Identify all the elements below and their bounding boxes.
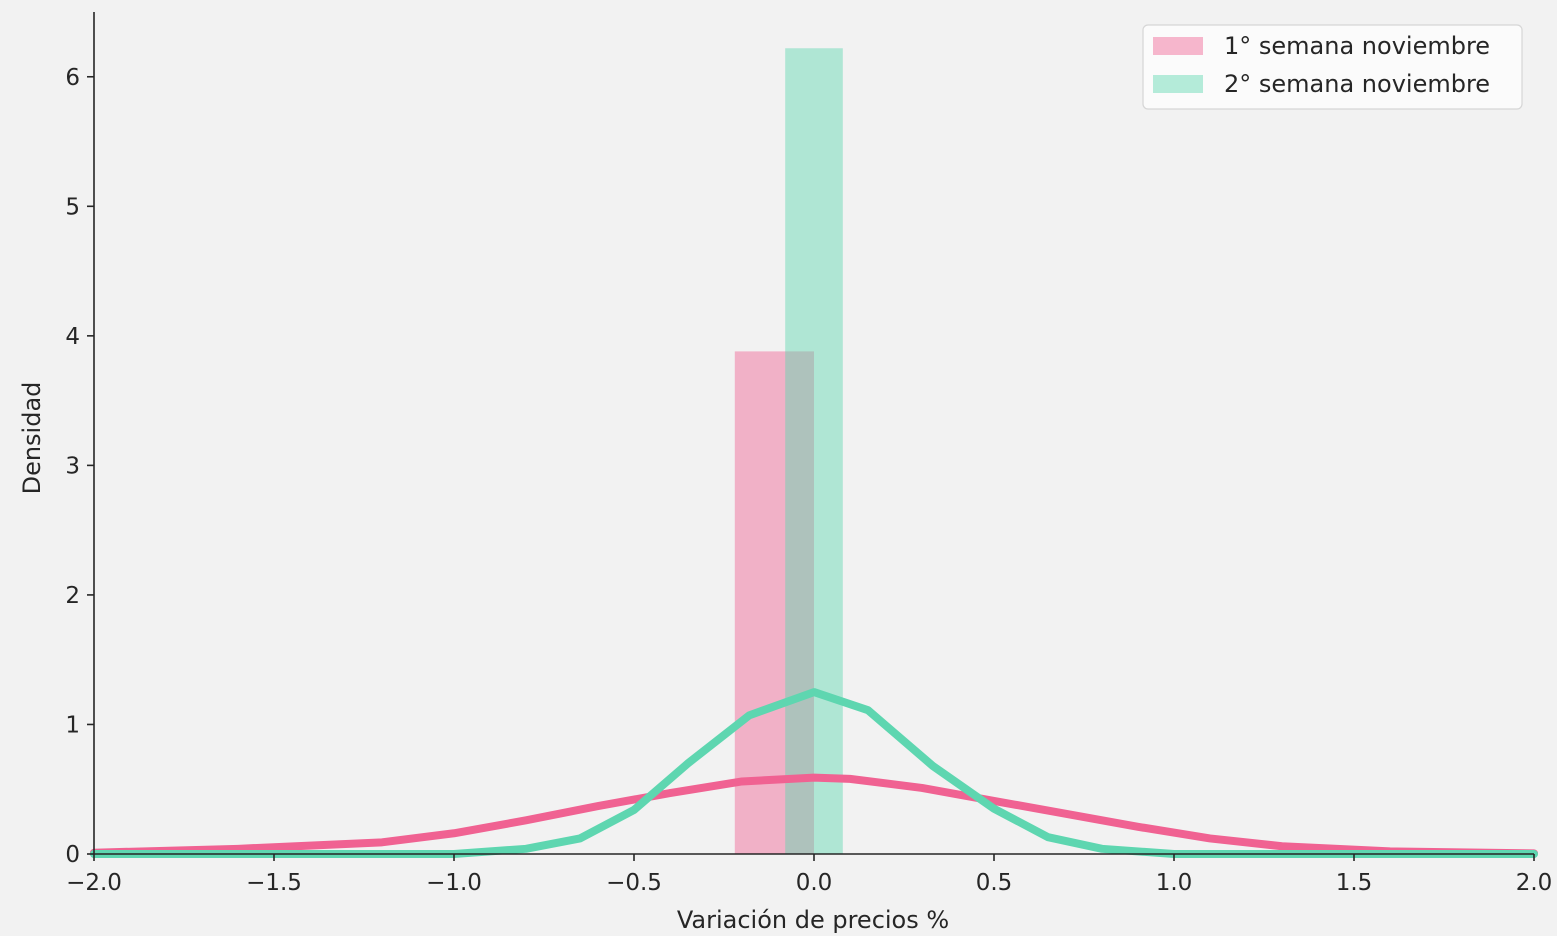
legend-box: [1142, 24, 1523, 110]
x-axis-label: Variación de precios %: [677, 906, 949, 934]
y-tick-label: 4: [65, 324, 80, 350]
legend-swatch-series-2: [1153, 75, 1203, 93]
y-tick-label: 2: [65, 583, 80, 609]
legend: 1° semana noviembre 2° semana noviembre: [1142, 24, 1523, 110]
y-tick-label: 1: [65, 712, 80, 738]
y-axis-label: Densidad: [18, 382, 46, 495]
x-tick-label: 1.5: [1336, 870, 1373, 896]
x-tick-label: 2.0: [1516, 870, 1553, 896]
histogram-bars: [734, 48, 843, 855]
ticks: −2.0 −1.5 −1.0 −0.5 0.0 0.5 1.0 1.5 2.0 0 1 2 3 4 5 6: [65, 65, 1552, 896]
x-tick-label: 0.0: [796, 870, 833, 896]
x-tick-label: −1.5: [246, 870, 302, 896]
y-tick-label: 3: [65, 453, 80, 479]
y-tick-label: 0: [65, 842, 80, 868]
kde-line-series-2: [90, 688, 1538, 858]
x-tick-label: 0.5: [976, 870, 1013, 896]
x-tick-label: −2.0: [66, 870, 122, 896]
bar-series-1-bin-1: [734, 351, 814, 854]
x-tick-label: 1.0: [1156, 870, 1193, 896]
bar-series-2-bin-1: [785, 48, 843, 855]
y-tick-label: 6: [65, 65, 80, 91]
kde-line-series-1: [90, 773, 1538, 858]
x-tick-label: −0.5: [606, 870, 662, 896]
legend-label-series-1: 1° semana noviembre: [1224, 32, 1490, 60]
legend-swatch-series-1: [1153, 37, 1203, 55]
y-tick-label: 5: [65, 194, 80, 220]
x-tick-label: −1.0: [426, 870, 482, 896]
legend-label-series-2: 2° semana noviembre: [1224, 70, 1490, 98]
kde-lines: [90, 688, 1538, 858]
